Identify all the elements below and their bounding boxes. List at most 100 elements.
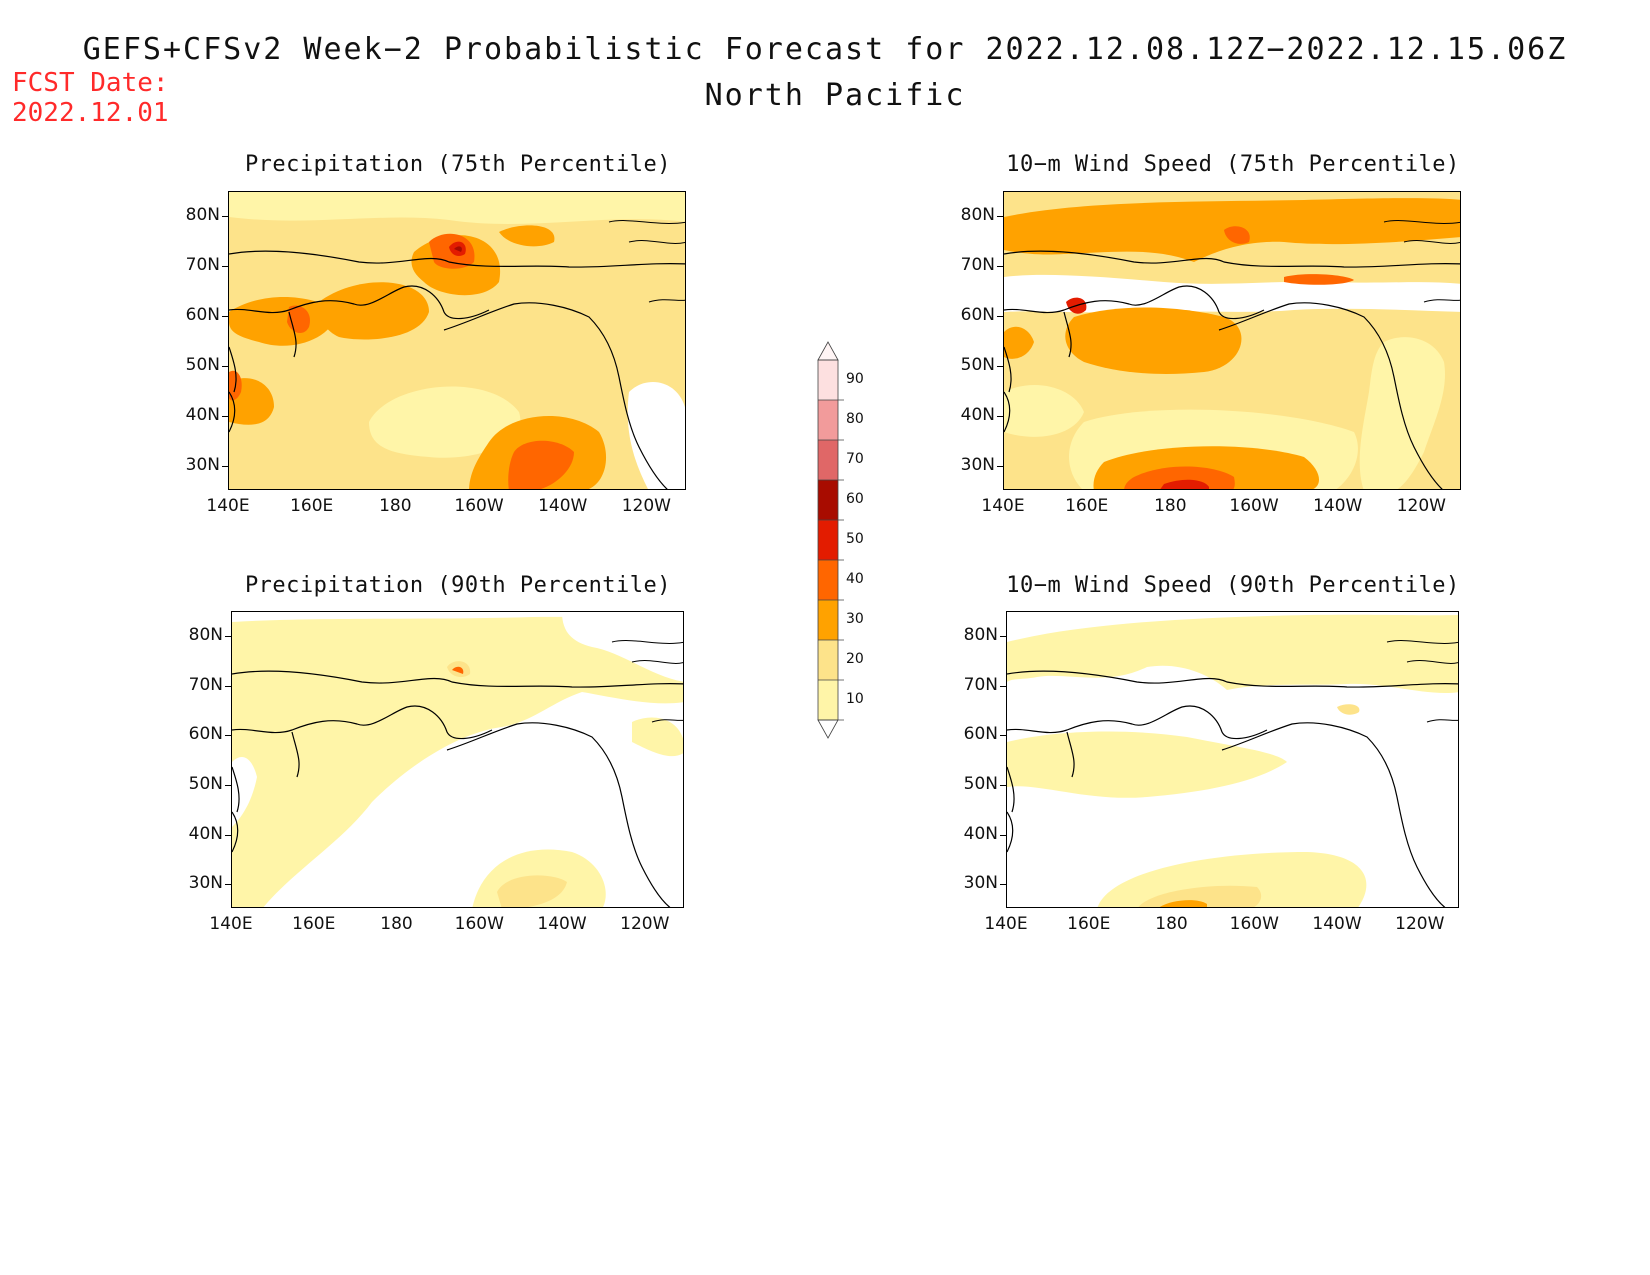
lat-tick-mark	[225, 834, 231, 836]
lon-tick-label: 140E	[984, 914, 1028, 934]
fcst-date-caption: FCST Date:	[12, 68, 169, 98]
map-wind75	[1003, 191, 1461, 490]
colorbar-box	[818, 360, 838, 400]
lat-tick-mark	[1000, 735, 1006, 737]
lat-tick-label: 50N	[960, 354, 995, 375]
lat-tick-label: 60N	[960, 304, 995, 325]
colorbar-level-label: 60	[846, 491, 864, 507]
lat-tick-mark	[997, 265, 1003, 267]
colorbar-level-label: 80	[846, 411, 864, 427]
lat-tick-label: 50N	[188, 773, 223, 794]
lat-tick-mark	[222, 315, 228, 317]
colorbar-box	[818, 480, 838, 520]
lat-tick-mark	[225, 685, 231, 687]
colorbar-top-arrow	[817, 341, 839, 361]
lat-tick-label: 80N	[188, 625, 223, 645]
colorbar-box	[818, 600, 838, 640]
map-precip75	[228, 191, 686, 490]
main-title: GEFS+CFSv2 Week−2 Probabilistic Forecast…	[82, 32, 1568, 67]
colorbar-box	[818, 520, 838, 560]
lat-tick-label: 30N	[185, 454, 220, 475]
lat-tick-label: 80N	[185, 205, 220, 225]
lat-tick-mark	[225, 735, 231, 737]
lat-tick-label: 40N	[960, 404, 995, 425]
lat-tick-mark	[997, 415, 1003, 417]
lat-tick-mark	[222, 465, 228, 467]
lat-tick-label: 40N	[963, 823, 998, 844]
lon-tick-label: 140W	[1313, 496, 1363, 516]
lat-tick-label: 50N	[185, 354, 220, 375]
lon-tick-label: 160W	[1229, 496, 1279, 516]
map-wind90	[1006, 611, 1459, 908]
lon-tick-label: 160W	[454, 914, 504, 934]
colorbar-level-label: 30	[846, 611, 864, 627]
lon-tick-label: 140E	[981, 496, 1025, 516]
lon-tick-label: 160E	[1067, 914, 1111, 934]
lat-tick-label: 70N	[188, 674, 223, 695]
lat-tick-mark	[222, 216, 228, 217]
lat-tick-mark	[1000, 685, 1006, 687]
lat-tick-mark	[997, 315, 1003, 317]
lat-tick-mark	[997, 365, 1003, 367]
lat-tick-label: 50N	[963, 773, 998, 794]
lat-tick-mark	[1000, 784, 1006, 786]
lon-tick-label: 180	[1155, 914, 1188, 934]
lon-tick-label: 120W	[1395, 914, 1445, 934]
lat-tick-mark	[222, 265, 228, 267]
lon-tick-label: 140W	[537, 914, 587, 934]
lon-tick-label: 160E	[292, 914, 336, 934]
colorbar-box	[818, 640, 838, 680]
colorbar-level-label: 20	[846, 651, 864, 667]
panel-title-precip90: Precipitation (90th Percentile)	[244, 573, 672, 598]
forecast-date-label: FCST Date: 2022.12.01	[12, 68, 169, 128]
lat-tick-label: 40N	[188, 823, 223, 844]
colorbar-level-label: 50	[846, 531, 864, 547]
lon-tick-label: 180	[1154, 496, 1187, 516]
lon-tick-label: 180	[380, 914, 413, 934]
colorbar-box	[818, 400, 838, 440]
lat-tick-label: 60N	[188, 724, 223, 745]
lat-tick-label: 70N	[963, 674, 998, 695]
lat-tick-label: 70N	[185, 254, 220, 275]
panel-title-precip75: Precipitation (75th Percentile)	[244, 152, 672, 177]
lon-tick-label: 160E	[290, 496, 334, 516]
lon-tick-label: 160E	[1065, 496, 1109, 516]
lat-tick-mark	[225, 784, 231, 786]
panel-title-wind90: 10−m Wind Speed (90th Percentile)	[1006, 573, 1460, 598]
lat-tick-label: 60N	[185, 304, 220, 325]
lon-tick-label: 160W	[1229, 914, 1279, 934]
colorbar-graphic	[817, 341, 844, 739]
lat-tick-mark	[1000, 636, 1006, 637]
lon-tick-label: 120W	[621, 496, 671, 516]
lat-tick-label: 70N	[960, 254, 995, 275]
colorbar-bottom-arrow	[817, 719, 839, 739]
lat-tick-label: 80N	[960, 205, 995, 225]
lat-tick-mark	[225, 884, 231, 886]
lat-tick-label: 60N	[963, 724, 998, 745]
region-subtitle: North Pacific	[704, 78, 966, 113]
lon-tick-label: 160W	[454, 496, 504, 516]
lon-tick-label: 180	[379, 496, 412, 516]
lat-tick-label: 30N	[963, 873, 998, 894]
colorbar-box	[818, 560, 838, 600]
lat-tick-mark	[997, 216, 1003, 217]
lat-tick-mark	[222, 365, 228, 367]
colorbar-box	[818, 680, 838, 720]
lat-tick-label: 40N	[185, 404, 220, 425]
colorbar: 10 20 30 40 50 60 70 80 90	[812, 340, 882, 764]
lat-tick-mark	[225, 636, 231, 637]
map-precip90	[231, 611, 684, 908]
lat-tick-mark	[1000, 834, 1006, 836]
colorbar-level-label: 90	[846, 371, 864, 387]
lon-tick-label: 140W	[538, 496, 588, 516]
lon-tick-label: 140W	[1312, 914, 1362, 934]
lon-tick-label: 120W	[620, 914, 670, 934]
colorbar-level-label: 10	[846, 691, 864, 707]
lon-tick-label: 140E	[206, 496, 250, 516]
colorbar-level-label: 70	[846, 451, 864, 467]
lat-tick-mark	[222, 415, 228, 417]
lat-tick-mark	[1000, 884, 1006, 886]
lon-tick-label: 120W	[1396, 496, 1446, 516]
lon-tick-label: 140E	[209, 914, 253, 934]
lat-tick-label: 30N	[960, 454, 995, 475]
